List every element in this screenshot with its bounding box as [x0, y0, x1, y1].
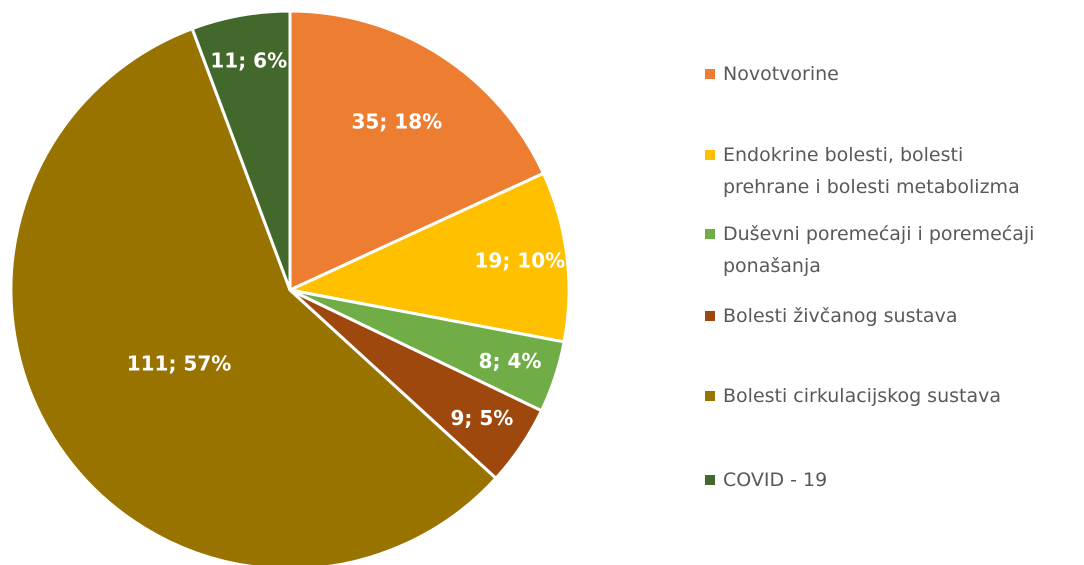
- pie-slice: [9, 26, 499, 565]
- legend-swatch: [705, 311, 715, 321]
- legend-swatch: [705, 475, 715, 485]
- legend-entry: Novotvorine: [705, 58, 1035, 90]
- data-label: 111; 57%: [127, 351, 232, 375]
- legend-swatch: [705, 150, 715, 160]
- legend-entry: Endokrine bolesti, bolesti prehrane i bo…: [705, 139, 1035, 203]
- legend-swatch: [705, 69, 715, 79]
- legend-swatch: [705, 229, 715, 239]
- legend-label: Bolesti živčanog sustava: [723, 305, 958, 327]
- data-label: 19; 10%: [475, 248, 566, 272]
- pie-slice: [285, 171, 571, 344]
- legend-label: Bolesti cirkulacijskog sustava: [723, 385, 1001, 407]
- legend-entry: Duševni poremećaji i poremećaji ponašanj…: [705, 218, 1035, 282]
- legend-swatch: [705, 391, 715, 401]
- legend-entry: Bolesti živčanog sustava: [705, 300, 1035, 332]
- legend-entry: Bolesti cirkulacijskog sustava: [705, 380, 1035, 412]
- legend-entry: COVID - 19: [705, 464, 1035, 496]
- legend-label: Duševni poremećaji i poremećaji ponašanj…: [723, 223, 1035, 277]
- data-label: 9; 5%: [450, 406, 513, 430]
- legend-label: Novotvorine: [723, 63, 839, 85]
- pie-slice: [190, 9, 292, 291]
- pie-slice: [288, 9, 546, 293]
- data-label: 11; 6%: [210, 49, 287, 73]
- legend-label: COVID - 19: [723, 469, 828, 491]
- data-label: 8; 4%: [479, 349, 542, 373]
- legend-label: Endokrine bolesti, bolesti prehrane i bo…: [723, 144, 1020, 198]
- data-label: 35; 18%: [352, 110, 443, 134]
